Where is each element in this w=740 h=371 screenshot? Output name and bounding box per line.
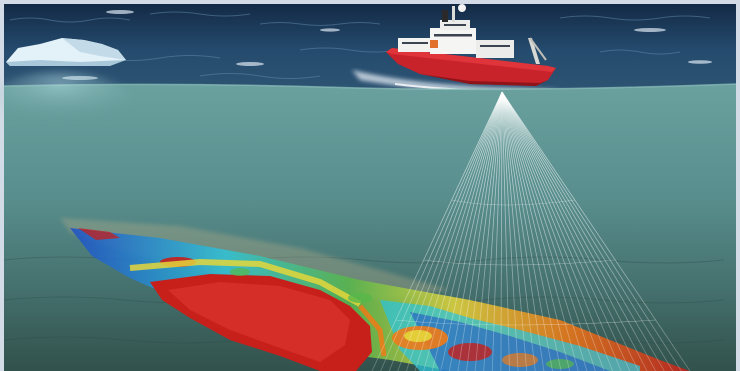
sonar-beam-line (501, 91, 562, 371)
sonar-beam-line (457, 91, 503, 371)
sonar-beam-line (501, 91, 614, 371)
iceberg (6, 38, 126, 66)
sonar-beam-line (397, 91, 503, 371)
sonar-beam-line (423, 91, 503, 371)
sonar-beam-line (501, 91, 682, 371)
sonar-beam-line (371, 91, 503, 371)
sonar-beam-line (501, 91, 510, 371)
sonar-beam-line (501, 91, 691, 371)
submerged-iceberg (0, 72, 130, 128)
sonar-beam-line (501, 91, 631, 371)
a-frame-crane (528, 38, 540, 64)
sonar-beam-line (501, 91, 528, 371)
sonar-beam-line (501, 91, 536, 371)
sonar-ping-arc (451, 199, 575, 206)
sonar-beam-line (380, 91, 503, 371)
sonar-beam-line (501, 91, 639, 371)
sonar-beam-line (501, 91, 579, 371)
sonar-beam-line (501, 91, 622, 371)
sonar-beam-line (431, 91, 503, 371)
sonar-beam-line (466, 91, 503, 371)
sonar-beam-line (501, 91, 674, 371)
ship-funnel (442, 10, 448, 22)
sonar-beam-fan (371, 91, 691, 371)
ship-superstructure (398, 20, 514, 58)
ship-mast (452, 6, 455, 22)
sonar-beam-line (500, 91, 503, 371)
sonar-beam-line (474, 91, 503, 371)
sonar-beam-line (501, 91, 571, 371)
sonar-ping-arc (423, 259, 616, 266)
bathymetry-swath (60, 218, 690, 371)
radar-dome (458, 4, 466, 12)
sonar-beam-line (501, 91, 605, 371)
sonar-ping-arc (395, 319, 656, 326)
sonar-beam-line (501, 91, 656, 371)
sonar-beam-line (440, 91, 503, 371)
sonar-beam-line (501, 91, 665, 371)
sonar-beam-line (405, 91, 503, 371)
research-ship (386, 4, 556, 86)
sonar-beam-line (501, 91, 596, 371)
sonar-beam-line (448, 91, 503, 371)
sonar-beam-line (501, 91, 545, 371)
sonar-beam-line (388, 91, 503, 371)
sonar-beam-line (501, 91, 553, 371)
sonar-beam-line (501, 91, 519, 371)
sonar-beam-line (414, 91, 503, 371)
sonar-beam-line (483, 91, 503, 371)
sonar-beam-line (501, 91, 588, 371)
sonar-beam-line (491, 91, 503, 371)
sonar-beam-line (501, 91, 648, 371)
